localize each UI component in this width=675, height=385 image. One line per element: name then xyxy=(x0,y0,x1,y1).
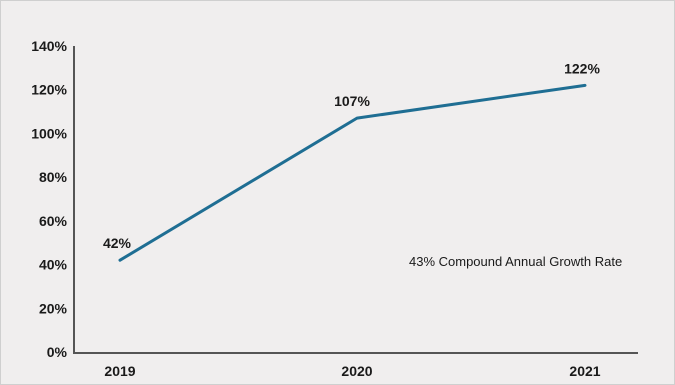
y-tick-label: 0% xyxy=(47,344,68,360)
y-tick-label: 60% xyxy=(39,213,68,229)
series-group xyxy=(118,83,587,262)
y-tick-label: 120% xyxy=(31,82,67,98)
y-tick-label: 100% xyxy=(31,125,67,141)
y-tick-label: 140% xyxy=(31,38,67,54)
data-labels: 42% 107% 122% xyxy=(103,60,600,251)
x-tick-label: 2019 xyxy=(104,363,135,379)
y-axis-ticks: 0% 20% 40% 60% 80% 100% 120% 140% xyxy=(31,38,67,360)
series-line xyxy=(118,83,587,262)
y-tick-label: 20% xyxy=(39,300,68,316)
x-tick-label: 2021 xyxy=(569,363,600,379)
data-label: 122% xyxy=(564,60,600,76)
x-tick-label: 2020 xyxy=(341,363,372,379)
x-axis-ticks: 2019 2020 2021 xyxy=(104,363,600,379)
data-label: 107% xyxy=(334,93,370,109)
y-tick-label: 40% xyxy=(39,257,68,273)
y-tick-label: 80% xyxy=(39,169,68,185)
data-label: 42% xyxy=(103,235,132,251)
cagr-annotation: 43% Compound Annual Growth Rate xyxy=(409,254,622,269)
